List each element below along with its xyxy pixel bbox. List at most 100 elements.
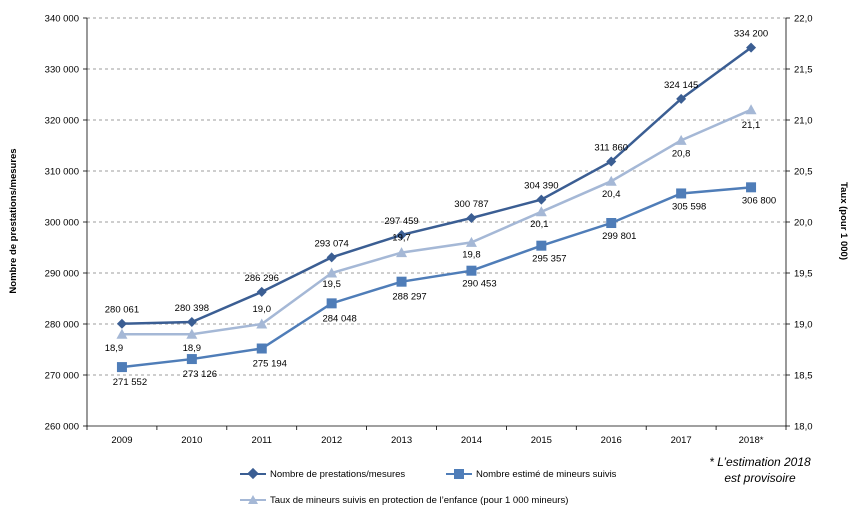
y-tick-label: 310 000: [45, 167, 79, 178]
point-marker: [256, 343, 267, 354]
data-label: 284 048: [322, 313, 356, 324]
x-tick-label: 2013: [391, 435, 412, 446]
point-marker: [326, 267, 338, 278]
x-tick-label: 2015: [531, 435, 552, 446]
point-marker: [396, 247, 408, 258]
point-marker: [116, 362, 127, 373]
data-label: 18,9: [183, 343, 202, 354]
legend-label-0: Nombre de prestations/mesures: [270, 469, 405, 480]
data-label: 280 061: [105, 305, 139, 316]
y-tick-label: 270 000: [45, 371, 79, 382]
point-marker: [186, 328, 198, 339]
data-label: 21,1: [742, 120, 761, 131]
point-marker: [605, 175, 617, 186]
y-tick-label: 280 000: [45, 320, 79, 331]
data-label: 20,8: [672, 148, 691, 159]
y-axis-title: Nombre de prestations/mesures: [8, 148, 19, 293]
data-label: 19,7: [392, 233, 411, 244]
data-labels: 280 061 280 398 286 296 293 074 297 459 300 7…: [105, 29, 777, 389]
series-group: [116, 42, 757, 373]
point-marker: [746, 42, 757, 53]
x-tick-label: 2017: [671, 435, 692, 446]
data-label: 19,8: [462, 249, 481, 260]
data-label: 20,1: [530, 219, 549, 230]
data-label: 311 860: [594, 143, 628, 154]
point-marker: [396, 229, 407, 240]
legend-label-1: Nombre estimé de mineurs suivis: [476, 469, 617, 480]
point-marker: [536, 194, 547, 205]
data-label: 290 453: [462, 279, 496, 290]
y2-tick-label: 18,5: [794, 371, 813, 382]
axes: 260 000 18,0 270 000 18,5 280 000 19,0 290 000…: [45, 14, 813, 447]
data-label: 273 126: [183, 369, 217, 380]
point-marker: [465, 236, 477, 247]
y-tick-label: 330 000: [45, 65, 79, 76]
data-label: 297 459: [384, 216, 418, 227]
y-tick-label: 260 000: [45, 422, 79, 433]
footnote-line-2: est provisoire: [724, 471, 796, 485]
x-tick-label: 2012: [321, 435, 342, 446]
data-label: 305 598: [672, 201, 706, 212]
data-label: 19,5: [322, 279, 341, 290]
point-marker: [256, 318, 268, 329]
point-marker: [186, 354, 197, 365]
data-label: 18,9: [105, 343, 124, 354]
legend: Nombre de prestations/mesures Nombre est…: [240, 467, 617, 506]
legend-marker-2: [248, 495, 258, 504]
data-label: 334 200: [734, 29, 768, 40]
y2-tick-label: 19,5: [794, 269, 813, 280]
x-tick-label: 2016: [601, 435, 622, 446]
point-marker: [116, 318, 127, 329]
x-tick-label: 2011: [252, 435, 272, 446]
y-tick-label: 340 000: [45, 14, 79, 25]
footnote-line-1: * L’estimation 2018: [709, 455, 811, 469]
y2-tick-label: 22,0: [794, 14, 813, 25]
y2-tick-label: 21,5: [794, 65, 813, 76]
data-label: 299 801: [602, 231, 636, 242]
series-line-0: [121, 46, 752, 325]
y-tick-label: 320 000: [45, 116, 79, 127]
y2-tick-label: 19,0: [794, 320, 813, 331]
point-marker: [746, 182, 757, 193]
point-marker: [186, 316, 197, 327]
y-tick-label: 290 000: [45, 269, 79, 280]
data-label: 271 552: [113, 377, 147, 388]
data-label: 19,0: [253, 304, 272, 315]
y2-tick-label: 21,0: [794, 116, 813, 127]
point-marker: [116, 328, 128, 339]
y2-tick-label: 20,5: [794, 167, 813, 178]
data-label: 295 357: [532, 254, 566, 265]
x-tick-label: 2018*: [739, 435, 764, 446]
legend-label-2: Taux de mineurs suivis en protection de …: [270, 495, 568, 506]
point-marker: [256, 286, 267, 297]
y2-tick-label: 20,0: [794, 218, 813, 229]
data-label: 324 145: [664, 80, 698, 91]
data-label: 300 787: [454, 199, 488, 210]
point-marker: [466, 212, 477, 223]
legend-marker-0: [247, 467, 259, 480]
data-label: 275 194: [253, 359, 287, 370]
y2-axis-title: Taux (pour 1 000): [838, 182, 848, 260]
y-tick-label: 300 000: [45, 218, 79, 229]
point-marker: [536, 240, 547, 251]
data-label: 306 800: [742, 195, 776, 206]
point-marker: [396, 276, 407, 287]
point-marker: [676, 93, 687, 104]
x-tick-label: 2014: [461, 435, 482, 446]
data-label: 304 390: [524, 181, 558, 192]
data-label: 20,4: [602, 189, 621, 200]
point-marker: [606, 156, 617, 167]
data-label: 286 296: [245, 273, 279, 284]
data-label: 288 297: [392, 292, 426, 303]
point-marker: [745, 104, 757, 115]
point-marker: [676, 188, 687, 199]
data-label: 293 074: [314, 238, 348, 249]
data-label: 280 398: [175, 303, 209, 314]
x-tick-label: 2009: [111, 435, 132, 446]
y2-tick-label: 18,0: [794, 422, 813, 433]
point-marker: [675, 134, 687, 145]
point-marker: [326, 298, 337, 309]
point-marker: [606, 218, 617, 229]
gridlines: [87, 17, 786, 376]
